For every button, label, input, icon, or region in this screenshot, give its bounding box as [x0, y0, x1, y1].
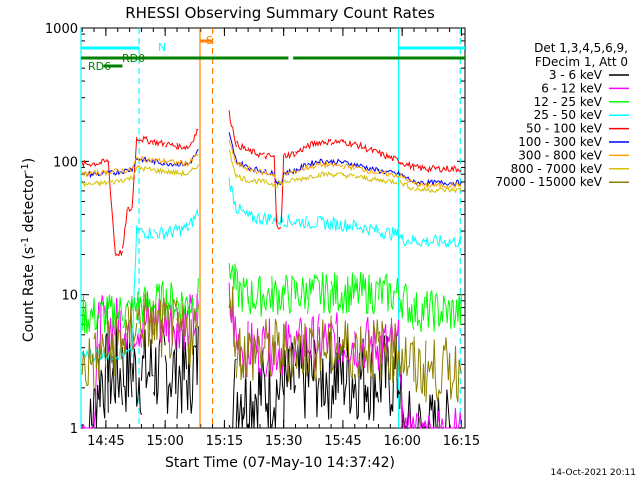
series-line — [81, 149, 462, 194]
annotation-rd6: RD6 — [88, 60, 111, 73]
series-line — [81, 139, 462, 189]
legend-label: 800 - 7000 keV — [511, 162, 603, 176]
plot-frame — [80, 27, 466, 429]
y-tick-label: 10 — [61, 289, 78, 304]
footer-date: 14-Oct-2021 20:11 — [551, 468, 636, 478]
legend-label: 300 - 800 keV — [518, 148, 602, 162]
flag-lines — [81, 39, 465, 68]
y-axis-label: Count Rate (s-1 detector-1) — [20, 158, 37, 342]
event-lines — [80, 28, 461, 428]
x-tick-label: 15:30 — [265, 434, 302, 449]
annotation-rd0: RD0 — [122, 52, 145, 65]
x-tick-label: 15:45 — [324, 434, 361, 449]
x-tick-label: 15:00 — [146, 434, 183, 449]
x-tick-label: 14:45 — [87, 434, 124, 449]
legend-label: 100 - 300 keV — [518, 135, 602, 149]
y-tick-label: 1000 — [45, 22, 78, 37]
series-group — [81, 110, 462, 430]
y-tick-label: 1 — [70, 422, 78, 437]
tick-labels: 1 10 100 1000 14:45 15:00 15:15 15:30 15:45 16:00… — [45, 22, 480, 449]
annotation-s: S — [206, 34, 213, 47]
chart-title: RHESSI Observing Summary Count Rates — [125, 4, 435, 22]
legend-header-line-1: Det 1,3,4,5,6,9, — [534, 41, 628, 55]
y-tick-label: 100 — [53, 155, 78, 170]
legend-label: 25 - 50 keV — [534, 108, 603, 122]
x-axis-label: Start Time (07-May-10 14:37:42) — [165, 455, 395, 471]
x-tick-label: 15:15 — [206, 434, 243, 449]
legend-label: 7000 - 15000 keV — [495, 175, 602, 189]
annotation-n: N — [158, 41, 166, 54]
series-line — [81, 286, 462, 403]
legend-label: 50 - 100 keV — [526, 122, 603, 136]
legend-label: 6 - 12 keV — [541, 81, 603, 95]
x-tick-label: 16:00 — [383, 434, 420, 449]
legend-label: 3 - 6 keV — [549, 68, 603, 82]
legend: Det 1,3,4,5,6,9, FDecim 1, Att 0 3 - 6 k… — [495, 41, 629, 189]
legend-header-line-2: FDecim 1, Att 0 — [535, 55, 628, 69]
legend-label: 12 - 25 keV — [534, 95, 603, 109]
x-tick-label: 16:15 — [443, 434, 480, 449]
